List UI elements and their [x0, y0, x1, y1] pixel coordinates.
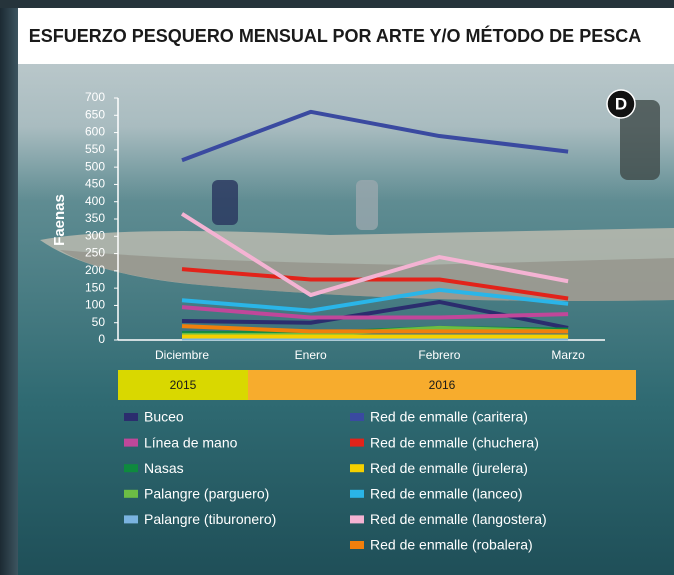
x-tick-label: Febrero — [418, 348, 460, 362]
y-tick-label: 450 — [85, 177, 105, 191]
legend-label: Palangre (tiburonero) — [144, 511, 276, 527]
x-tick-label: Marzo — [551, 348, 585, 362]
panel-label: D — [615, 94, 627, 113]
y-tick-label: 0 — [98, 332, 105, 346]
legend-swatch — [124, 439, 138, 447]
legend-swatch — [124, 413, 138, 421]
top-strip — [0, 0, 674, 8]
legend-swatch — [350, 439, 364, 447]
legend-swatch — [124, 490, 138, 498]
x-tick-label: Enero — [295, 348, 327, 362]
legend-label: Red de enmalle (chuchera) — [370, 434, 539, 450]
legend-label: Línea de mano — [144, 434, 238, 450]
legend-label: Palangre (parguero) — [144, 486, 269, 502]
legend-label: Red de enmalle (caritera) — [370, 409, 528, 425]
legend-label: Nasas — [144, 460, 184, 476]
y-tick-label: 650 — [85, 107, 105, 121]
y-tick-label: 100 — [85, 298, 105, 312]
legend-swatch — [124, 464, 138, 472]
legend-swatch — [124, 515, 138, 523]
legend-swatch — [350, 541, 364, 549]
legend-swatch — [350, 490, 364, 498]
photo-edge — [0, 0, 18, 575]
y-tick-label: 150 — [85, 280, 105, 294]
legend-label: Red de enmalle (robalera) — [370, 537, 533, 553]
y-tick-label: 250 — [85, 246, 105, 260]
year-label: 2016 — [429, 378, 456, 392]
y-tick-label: 500 — [85, 159, 105, 173]
year-label: 2015 — [170, 378, 197, 392]
y-tick-label: 700 — [85, 90, 105, 104]
y-tick-label: 300 — [85, 228, 105, 242]
legend-label: Red de enmalle (lanceo) — [370, 486, 523, 502]
y-axis-label: Faenas — [51, 194, 68, 246]
y-tick-label: 400 — [85, 194, 105, 208]
x-tick-label: Diciembre — [155, 348, 209, 362]
y-tick-label: 550 — [85, 142, 105, 156]
fisherman — [356, 180, 378, 230]
chart-title: ESFUERZO PESQUERO MENSUAL POR ARTE Y/O M… — [29, 25, 641, 46]
y-tick-label: 50 — [92, 315, 106, 329]
legend-label: Red de enmalle (langostera) — [370, 511, 547, 527]
chart: ESFUERZO PESQUERO MENSUAL POR ARTE Y/O M… — [0, 0, 674, 575]
legend-swatch — [350, 464, 364, 472]
legend-label: Red de enmalle (jurelera) — [370, 460, 528, 476]
y-tick-label: 600 — [85, 125, 105, 139]
legend-swatch — [350, 413, 364, 421]
legend-label: Buceo — [144, 409, 184, 425]
fisherman — [212, 180, 238, 225]
y-tick-label: 200 — [85, 263, 105, 277]
y-tick-label: 350 — [85, 211, 105, 225]
legend-swatch — [350, 515, 364, 523]
